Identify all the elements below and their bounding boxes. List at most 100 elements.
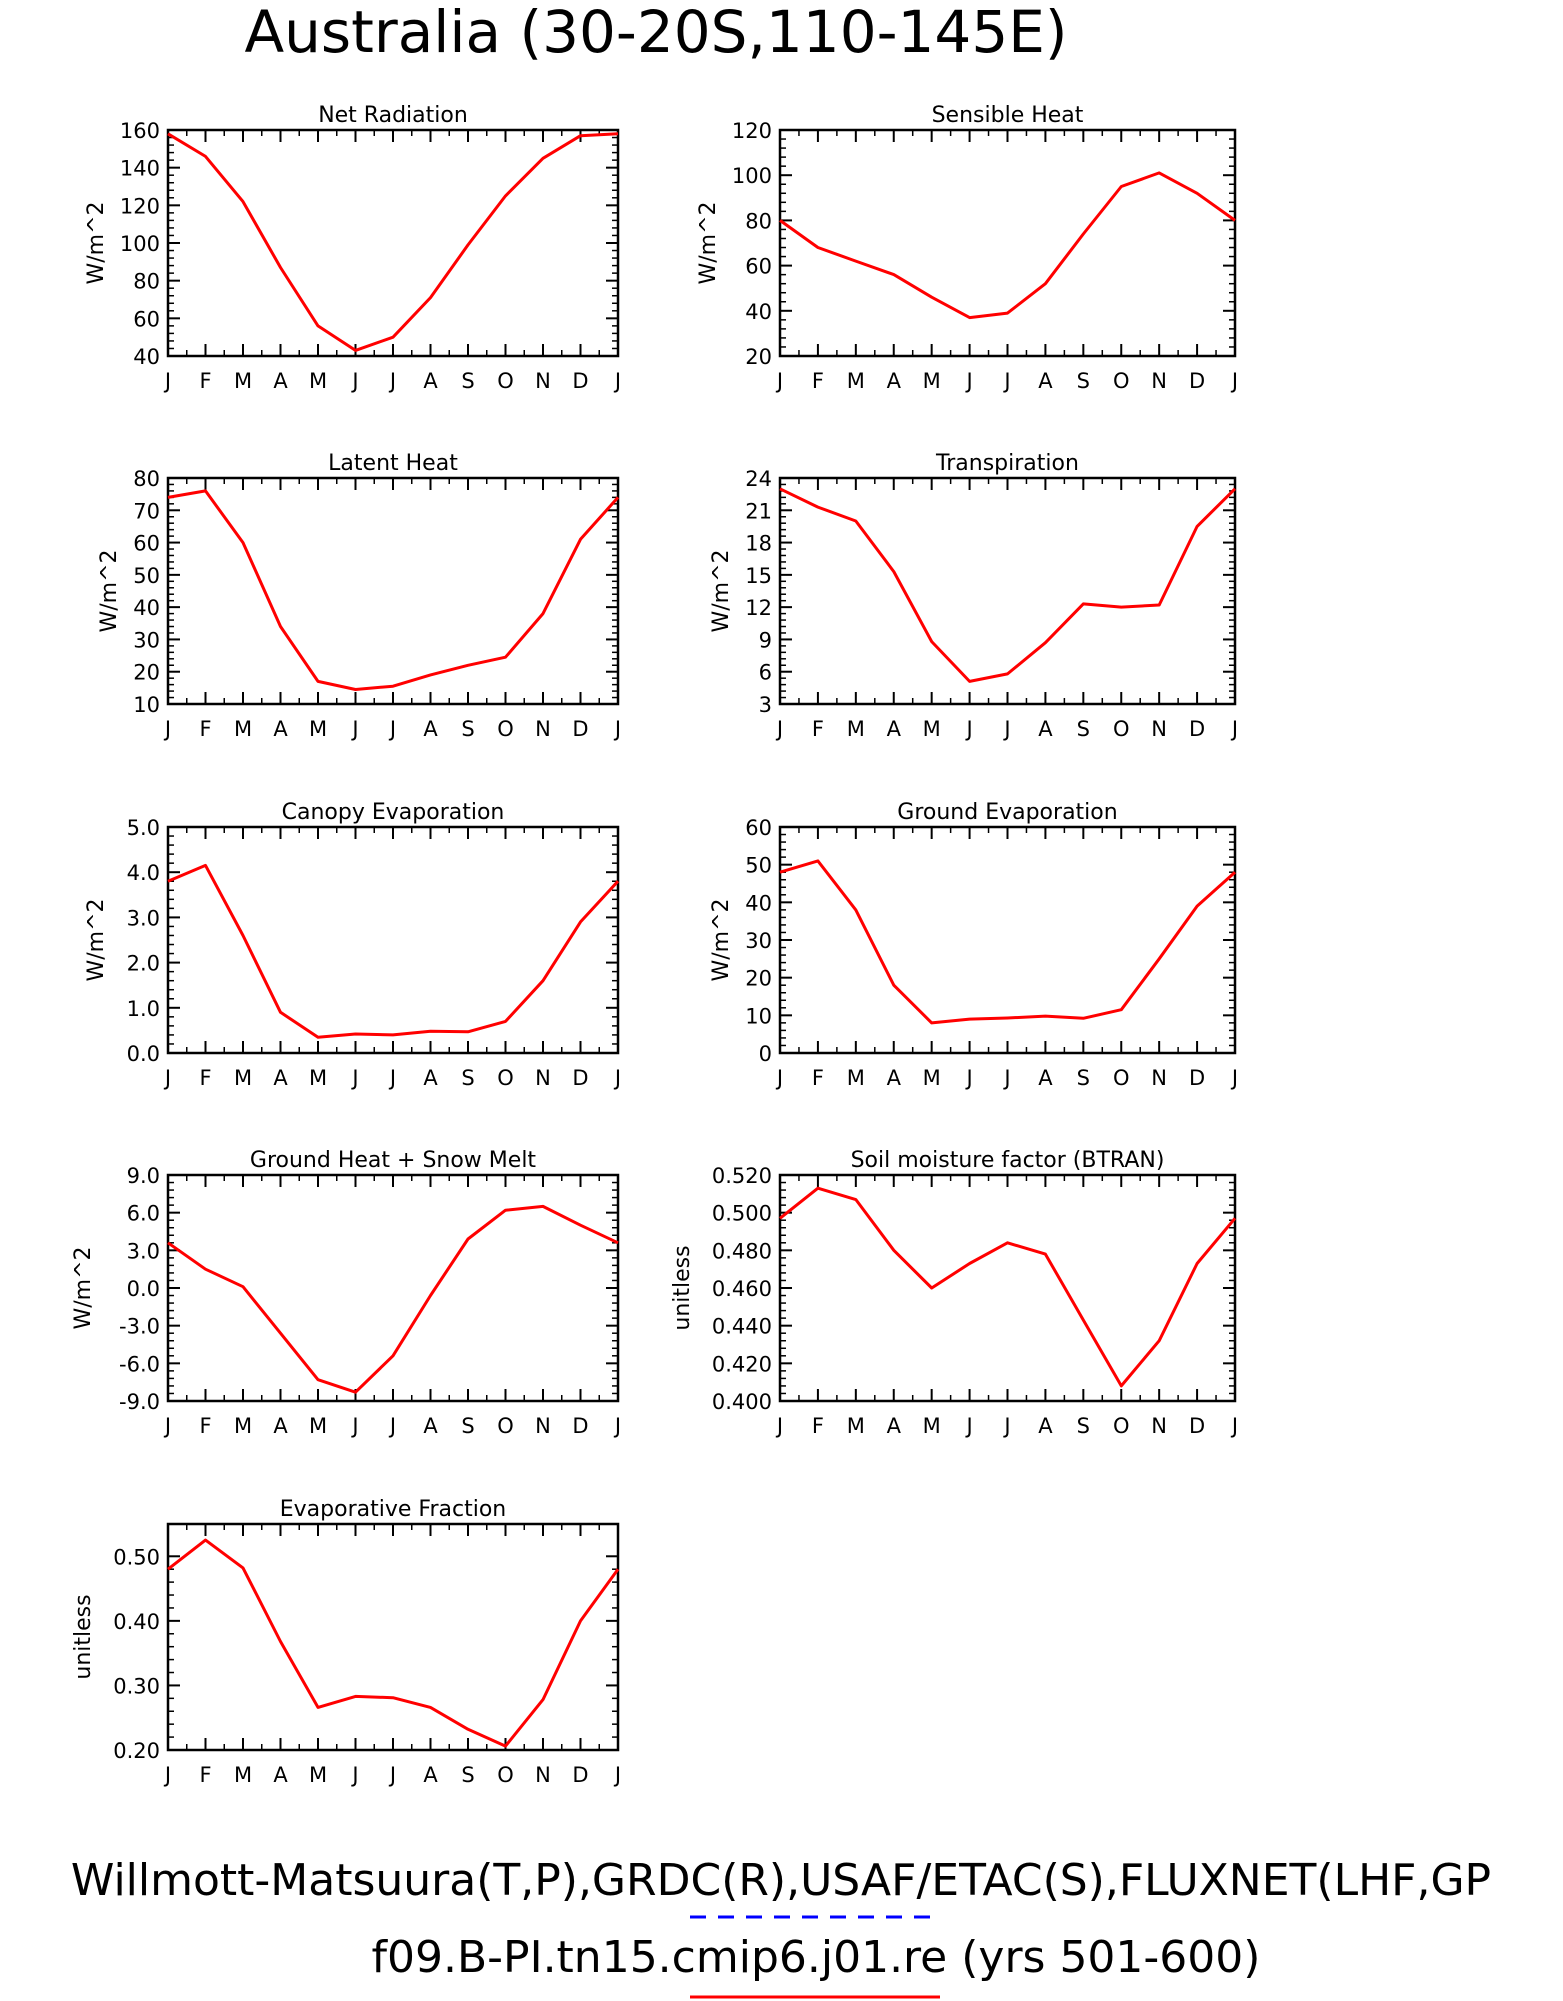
y-axis-label: W/m^2	[84, 898, 109, 981]
x-tick-label: S	[461, 717, 474, 741]
y-tick-label: 0.0	[127, 1042, 160, 1066]
x-tick-label: M	[847, 717, 865, 741]
y-tick-label: 18	[745, 532, 772, 556]
x-tick-label: D	[1189, 717, 1205, 741]
y-tick-label: 0.480	[712, 1239, 772, 1263]
x-tick-label: J	[1230, 1414, 1238, 1438]
x-tick-label: M	[234, 717, 252, 741]
x-tick-label: M	[309, 1414, 327, 1438]
x-tick-label: M	[923, 369, 941, 393]
x-tick-label: J	[350, 1763, 358, 1787]
x-tick-label: J	[964, 1414, 972, 1438]
y-tick-label: 30	[133, 628, 160, 652]
x-tick-label: J	[1002, 717, 1010, 741]
x-tick-label: O	[497, 1763, 514, 1787]
x-tick-label: S	[461, 369, 474, 393]
x-tick-label: J	[1230, 1066, 1238, 1090]
figure-title: Australia (30-20S,110-145E)	[244, 0, 1067, 66]
x-tick-label: J	[775, 1066, 783, 1090]
x-tick-label: J	[388, 1066, 396, 1090]
x-tick-label: M	[923, 1414, 941, 1438]
panel-title: Sensible Heat	[932, 103, 1084, 128]
y-axis-label: unitless	[670, 1245, 695, 1330]
y-tick-label: 40	[745, 891, 772, 915]
y-tick-label: 4.0	[127, 861, 160, 885]
x-tick-label: J	[613, 1763, 621, 1787]
y-tick-label: 20	[745, 967, 772, 991]
x-tick-label: J	[163, 1414, 171, 1438]
x-tick-label: A	[423, 717, 438, 741]
x-tick-label: F	[199, 369, 211, 393]
x-tick-label: A	[423, 1414, 438, 1438]
x-tick-label: F	[199, 1414, 211, 1438]
plot-frame	[166, 476, 620, 706]
y-axis-label: W/m^2	[709, 549, 734, 632]
y-tick-label: 0.0	[127, 1277, 160, 1301]
panel-title: Soil moisture factor (BTRAN)	[851, 1148, 1165, 1173]
x-tick-label: F	[199, 717, 211, 741]
x-tick-label: M	[309, 369, 327, 393]
y-tick-label: 9.0	[127, 1164, 160, 1188]
x-tick-label: J	[163, 1066, 171, 1090]
x-tick-label: J	[163, 1763, 171, 1787]
x-tick-label: A	[887, 369, 902, 393]
x-tick-label: M	[923, 717, 941, 741]
panel-title: Ground Heat + Snow Melt	[250, 1148, 537, 1173]
x-tick-label: J	[775, 1414, 783, 1438]
x-tick-label: O	[1113, 1414, 1130, 1438]
x-tick-label: J	[350, 1066, 358, 1090]
y-tick-label: 50	[745, 854, 772, 878]
x-tick-label: A	[423, 1763, 438, 1787]
series-line-model	[167, 1204, 619, 1394]
x-tick-label: A	[1038, 1066, 1053, 1090]
x-tick-label: M	[923, 1066, 941, 1090]
y-axis-label: W/m^2	[97, 549, 122, 632]
x-tick-label: J	[350, 369, 358, 393]
x-tick-label: S	[1077, 369, 1090, 393]
x-tick-label: J	[613, 717, 621, 741]
y-tick-label: 40	[745, 300, 772, 324]
y-tick-label: 20	[133, 661, 160, 685]
x-tick-label: M	[309, 1763, 327, 1787]
x-tick-label: A	[887, 717, 902, 741]
x-tick-label: N	[1151, 1414, 1167, 1438]
x-tick-label: N	[535, 1763, 551, 1787]
panel-title: Transpiration	[935, 451, 1079, 476]
y-tick-label: 100	[120, 232, 160, 256]
x-tick-label: D	[572, 1066, 588, 1090]
y-tick-label: 9	[759, 628, 772, 652]
y-tick-label: 0.30	[113, 1674, 160, 1698]
x-tick-label: S	[461, 1414, 474, 1438]
x-tick-label: A	[1038, 369, 1053, 393]
series-line-model	[167, 489, 620, 691]
footer-line-2: f09.B-PI.tn15.cmip6.j01.re (yrs 501-600)	[372, 1932, 1261, 1983]
x-tick-label: O	[497, 717, 514, 741]
x-tick-label: N	[535, 369, 551, 393]
x-tick-label: J	[1002, 1414, 1010, 1438]
y-tick-label: 60	[745, 255, 772, 279]
y-tick-label: 50	[133, 564, 160, 588]
y-tick-label: 70	[133, 499, 160, 523]
series-line-model	[779, 1186, 1237, 1388]
y-tick-label: 0.40	[113, 1610, 160, 1634]
x-tick-label: J	[1230, 717, 1238, 741]
y-tick-label: 3.0	[127, 906, 160, 930]
series-line-model	[779, 487, 1237, 683]
plot-frame	[166, 825, 620, 1055]
y-tick-label: 80	[133, 467, 160, 491]
x-tick-label: J	[775, 717, 783, 741]
series-line-model	[779, 859, 1237, 1025]
panel-title: Ground Evaporation	[897, 800, 1117, 825]
x-tick-label: N	[535, 1414, 551, 1438]
x-tick-label: A	[273, 1066, 288, 1090]
x-tick-label: J	[964, 717, 972, 741]
y-tick-label: 120	[120, 194, 160, 218]
y-tick-label: 0.520	[712, 1164, 772, 1188]
y-tick-label: 60	[133, 532, 160, 556]
x-tick-label: O	[1113, 717, 1130, 741]
x-tick-label: F	[199, 1763, 211, 1787]
x-tick-label: N	[535, 1066, 551, 1090]
